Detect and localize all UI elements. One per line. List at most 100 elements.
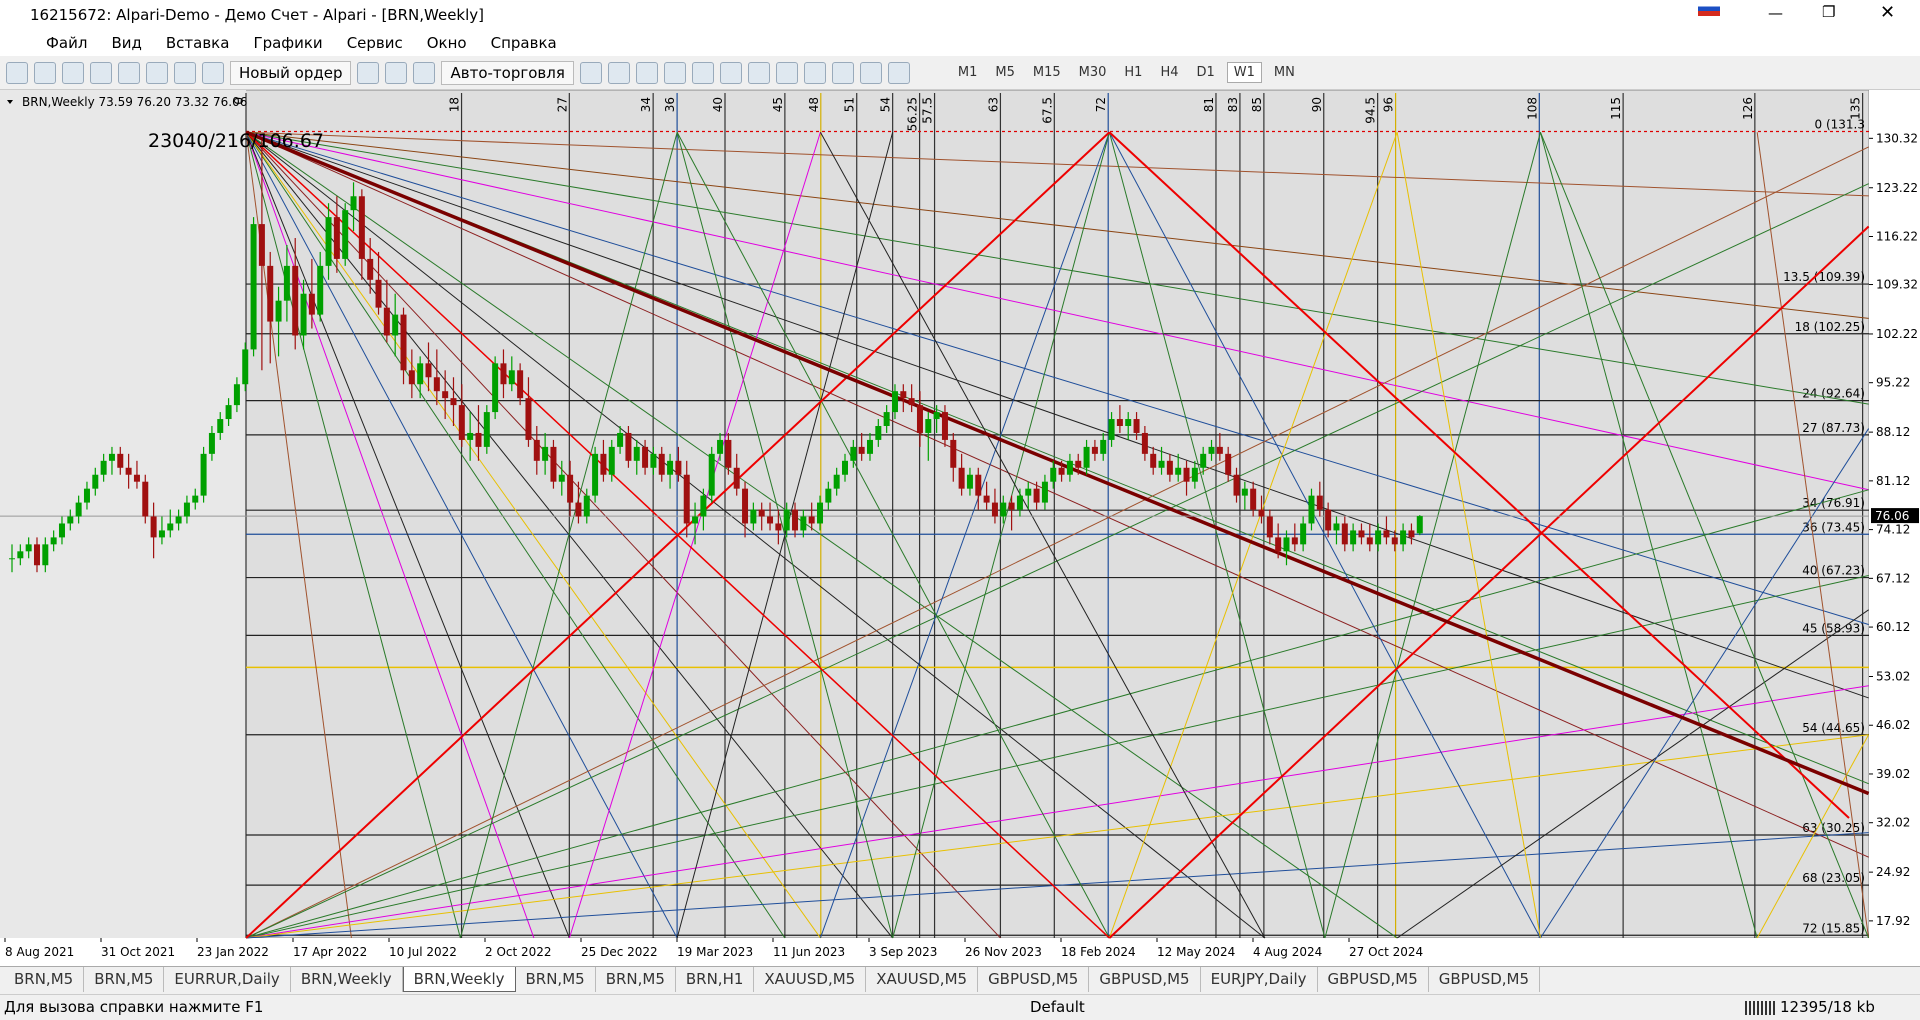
chart-tab[interactable]: BRN,M5 [596, 967, 676, 992]
chart-tab[interactable]: BRN,M5 [516, 967, 596, 992]
chart-tab[interactable]: EURJPY,Daily [1201, 967, 1318, 992]
candle-body [1308, 495, 1315, 524]
timeframe-button[interactable]: M1 [957, 65, 978, 80]
status-bar: Для вызова справки нажмите F1 Default 12… [0, 994, 1920, 1020]
toolbar-icon[interactable] [663, 61, 686, 84]
timeframe-button[interactable]: H4 [1160, 65, 1179, 80]
gann-time-label: 40 [711, 97, 725, 112]
candle-body [642, 446, 649, 468]
toolbar-icon[interactable] [413, 61, 436, 84]
candle-body [133, 474, 140, 482]
toolbar-icon[interactable] [34, 61, 56, 84]
timeframe-button[interactable]: M30 [1078, 65, 1107, 80]
auto-trading-button[interactable]: Авто-торговля [441, 60, 574, 85]
toolbar-icon[interactable] [357, 61, 380, 84]
gann-fan-line [892, 132, 1110, 939]
chart-tab[interactable]: BRN,Weekly [291, 967, 403, 992]
timeframe-button[interactable]: H1 [1124, 65, 1143, 80]
candle-body [825, 488, 832, 503]
gann-fan-line [245, 131, 821, 939]
menu-item[interactable]: Файл [46, 34, 88, 52]
menu-item[interactable]: Сервис [346, 34, 403, 52]
language-flag[interactable] [1698, 2, 1720, 16]
maximize-button[interactable]: ❐ [1822, 3, 1836, 21]
time-label: 25 Dec 2022 [581, 945, 658, 959]
chart-tab[interactable]: BRN,Weekly [402, 967, 516, 992]
candle-body [1016, 495, 1023, 510]
chart-tab[interactable]: XAUUSD,M5 [866, 967, 979, 992]
menu-item[interactable]: Справка [490, 34, 557, 52]
gann-time-label: 72 [1094, 97, 1108, 112]
menu-item[interactable]: Графики [253, 34, 323, 52]
time-label: 19 Mar 2023 [677, 945, 753, 959]
candle-body [1233, 474, 1240, 496]
toolbar-icon[interactable] [831, 61, 854, 84]
candle-body [1358, 530, 1365, 538]
candle-body [1333, 523, 1340, 531]
price-tick-label: 39.02 [1876, 767, 1910, 781]
chart-tab[interactable]: EURRUR,Daily [164, 967, 291, 992]
toolbar-icon[interactable] [579, 61, 602, 84]
candle-body [750, 509, 757, 524]
price-tick-label: 88.12 [1876, 425, 1910, 439]
toolbar-icon[interactable] [174, 61, 196, 84]
minimize-button[interactable]: — [1768, 4, 1783, 22]
toolbar-icon[interactable] [90, 61, 112, 84]
chart-tab[interactable]: BRN,M5 [84, 967, 165, 992]
toolbar-icon[interactable] [607, 61, 630, 84]
candle-body [1158, 460, 1165, 468]
toolbar-icon[interactable] [385, 61, 408, 84]
chart-tab[interactable]: GBPUSD,M5 [1429, 967, 1541, 992]
chart-tab[interactable]: XAUUSD,M5 [754, 967, 867, 992]
menu-item[interactable]: Вставка [165, 34, 230, 52]
candle-body [250, 224, 257, 350]
menu-item[interactable]: Вид [111, 34, 142, 52]
chart-tab[interactable]: GBPUSD,M5 [1318, 967, 1429, 992]
timeframe-button[interactable]: M5 [995, 65, 1015, 80]
candle-body [941, 412, 948, 440]
candle-body [1116, 419, 1123, 427]
toolbar-icon[interactable] [719, 61, 742, 84]
candle-body [525, 398, 532, 440]
timeframe-button[interactable]: W1 [1226, 62, 1262, 83]
new-order-button[interactable]: Новый ордер [230, 60, 352, 85]
gann-fan-line [245, 132, 352, 939]
toolbar-icon[interactable] [747, 61, 770, 84]
toolbar-icon[interactable] [118, 61, 140, 84]
toolbar-icon[interactable] [202, 61, 224, 84]
chart-tab[interactable]: GBPUSD,M5 [1089, 967, 1201, 992]
toolbar-icon[interactable] [6, 61, 28, 84]
toolbar-icon[interactable] [146, 61, 168, 84]
toolbar-icon[interactable] [859, 61, 882, 84]
toolbar-icon[interactable] [803, 61, 826, 84]
candle-body [625, 432, 632, 461]
candle-body [983, 495, 990, 503]
candle-body [275, 300, 282, 322]
gann-fan-line [246, 575, 1869, 939]
timeframe-button[interactable]: MN [1273, 65, 1295, 80]
candle-body [866, 439, 873, 454]
gann-fan-line [245, 131, 1869, 699]
toolbar-icon[interactable] [775, 61, 798, 84]
toolbar-icon[interactable] [691, 61, 714, 84]
price-tick-label: 24.92 [1876, 865, 1910, 879]
candle-body [1400, 530, 1407, 545]
candle-body [1041, 481, 1048, 503]
toolbar-icon[interactable] [887, 61, 910, 84]
chart-tab[interactable]: BRN,H1 [676, 967, 755, 992]
timeframe-button[interactable]: M15 [1032, 65, 1061, 80]
candle-body [1416, 516, 1423, 534]
timeframe-button[interactable]: D1 [1196, 65, 1215, 80]
candle-body [808, 516, 815, 524]
toolbar-icon[interactable] [62, 61, 84, 84]
gann-fan-line [676, 132, 894, 939]
toolbar-icon[interactable] [635, 61, 658, 84]
candle-body [1183, 467, 1190, 482]
chart-tab[interactable]: BRN,M5 [4, 967, 85, 992]
candle-body [350, 196, 357, 211]
close-button[interactable]: ✕ [1880, 2, 1896, 23]
gann-level-label: 45 (58.93) [1802, 621, 1865, 635]
menu-item[interactable]: Окно [426, 34, 467, 52]
chart-tab[interactable]: GBPUSD,M5 [978, 967, 1090, 992]
